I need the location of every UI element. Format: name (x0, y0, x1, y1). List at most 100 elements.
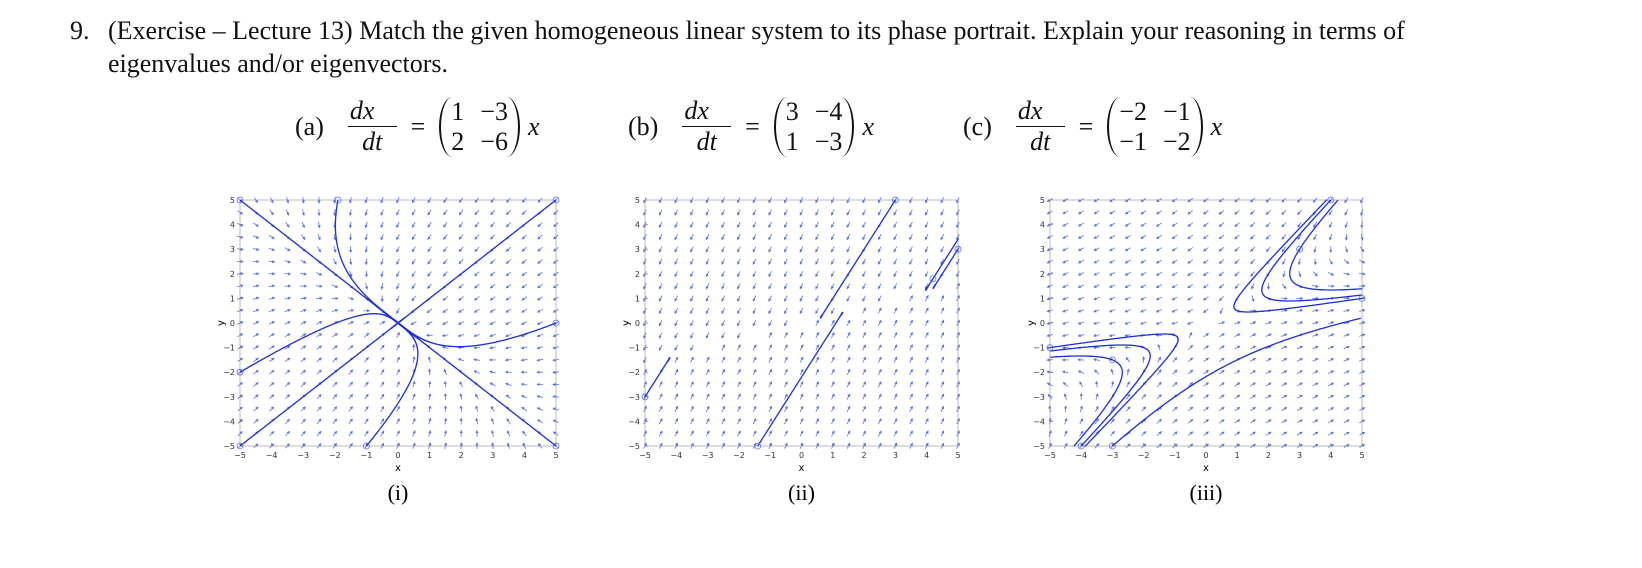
direction-arrow (721, 270, 725, 278)
direction-arrow (474, 271, 480, 277)
direction-arrow (473, 358, 481, 362)
direction-arrow (784, 430, 788, 437)
direction-arrow (552, 395, 560, 399)
direction-arrow (473, 370, 480, 374)
direction-arrow (768, 209, 772, 216)
direction-arrow (799, 270, 804, 278)
direction-arrow (1062, 382, 1069, 387)
y-tick-label: −5 (223, 442, 235, 451)
direction-arrow (862, 418, 866, 425)
direction-arrow (643, 283, 647, 290)
direction-arrow (956, 197, 960, 204)
direction-arrow (784, 221, 788, 228)
direction-arrow (940, 344, 945, 351)
direction-arrow (674, 393, 678, 400)
direction-arrow (799, 209, 804, 216)
vector: x⃗ (1210, 111, 1243, 141)
direction-arrow (768, 393, 772, 400)
direction-arrow (956, 430, 960, 437)
portrait-label: (ii) (788, 480, 815, 505)
direction-arrow (784, 356, 788, 363)
direction-arrow (1110, 430, 1115, 437)
direction-arrow (475, 405, 479, 413)
direction-arrow (1109, 259, 1116, 264)
direction-arrow (1093, 358, 1100, 362)
direction-arrow (443, 405, 448, 413)
direction-arrow (285, 221, 290, 228)
direction-arrow (784, 246, 788, 253)
direction-arrow (1046, 210, 1053, 215)
direction-arrow (521, 234, 527, 240)
direction-arrow (411, 258, 416, 265)
direction-arrow (721, 295, 725, 302)
direction-arrow (878, 331, 882, 339)
direction-arrow (1063, 430, 1068, 437)
direction-arrow (831, 270, 835, 278)
direction-arrow (925, 307, 929, 314)
direction-arrow (427, 258, 432, 265)
direction-arrow (1077, 272, 1085, 276)
direction-arrow (815, 258, 819, 265)
direction-arrow (348, 406, 353, 412)
direction-arrow (878, 381, 882, 388)
direction-arrow (315, 296, 323, 300)
direction-arrow (237, 406, 243, 412)
direction-arrow (893, 258, 898, 265)
direction-arrow (862, 331, 866, 339)
direction-arrow (721, 221, 725, 228)
direction-arrow (893, 405, 898, 412)
direction-arrow (284, 308, 291, 313)
direction-arrow (459, 393, 463, 400)
direction-arrow (253, 406, 259, 412)
direction-arrow (862, 344, 866, 351)
direction-arrow (428, 442, 432, 449)
direction-arrow (940, 418, 945, 425)
direction-arrow (316, 430, 322, 437)
direction-arrow (737, 442, 741, 449)
direction-arrow (643, 381, 647, 388)
direction-arrow (658, 234, 663, 241)
direction-arrow (909, 356, 913, 363)
x-tick-label: −1 (361, 451, 373, 460)
direction-arrow (553, 209, 559, 215)
direction-arrow (1046, 235, 1053, 239)
direction-arrow (690, 430, 694, 437)
direction-arrow (536, 346, 544, 350)
direction-arrow (831, 442, 835, 449)
direction-arrow (489, 370, 496, 374)
direction-arrow (956, 319, 960, 326)
direction-arrow (878, 246, 882, 253)
y-tick-label: 2 (1040, 270, 1045, 279)
direction-arrow (237, 345, 244, 350)
direction-arrow (862, 307, 866, 314)
y-tick-label: −3 (628, 393, 640, 402)
direction-arrow (411, 197, 416, 204)
direction-arrow (332, 393, 338, 400)
direction-arrow (380, 209, 384, 216)
direction-arrow (537, 222, 543, 228)
direction-arrow (269, 443, 275, 449)
direction-arrow (521, 271, 527, 277)
direction-arrow (940, 430, 945, 437)
direction-arrow (284, 381, 291, 387)
direction-arrow (504, 382, 512, 386)
direction-arrow (893, 368, 898, 376)
direction-arrow (237, 418, 243, 424)
direction-arrow (427, 283, 432, 289)
direction-arrow (878, 405, 882, 412)
direction-arrow (348, 393, 353, 400)
direction-arrow (1108, 333, 1116, 337)
direction-arrow (489, 321, 496, 325)
direction-arrow (348, 209, 353, 217)
direction-arrow (658, 258, 663, 265)
direction-arrow (784, 234, 788, 241)
direction-arrow (815, 295, 819, 302)
direction-arrow (815, 368, 819, 376)
direction-arrow (799, 418, 804, 425)
matrix-entry: −1 (1162, 96, 1191, 126)
direction-arrow (537, 234, 543, 240)
direction-arrow (956, 258, 960, 265)
direction-arrow (705, 368, 710, 376)
direction-arrow (349, 270, 353, 278)
direction-arrow (396, 246, 400, 253)
